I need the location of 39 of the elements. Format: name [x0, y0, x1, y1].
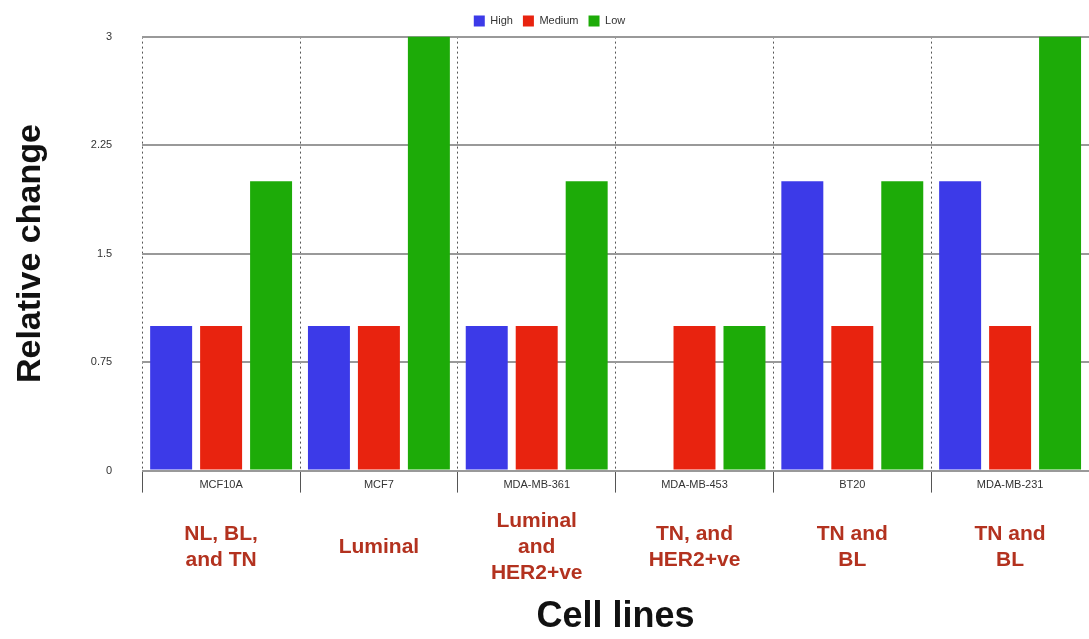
bar	[515, 325, 558, 470]
bar	[565, 181, 608, 470]
bar	[881, 181, 924, 470]
bar	[465, 325, 508, 470]
bar	[723, 325, 766, 470]
y-tick-label: 1.5	[96, 246, 113, 259]
text: Luminal	[338, 534, 420, 558]
text: TN and BL	[816, 521, 888, 571]
legend-label: High	[490, 14, 513, 27]
bar	[831, 325, 874, 470]
x-tick-label: BT20	[839, 478, 866, 491]
legend-label: Low	[605, 14, 626, 27]
bar	[939, 181, 982, 470]
bar	[989, 325, 1032, 470]
text: Luminal and HER2+ve	[490, 508, 583, 584]
legend-label: Medium	[539, 14, 579, 27]
bar	[200, 325, 243, 470]
x-tick-label: MCF10A	[199, 478, 244, 491]
bar	[781, 181, 824, 470]
y-tick-label: 0.75	[90, 355, 113, 368]
bar	[150, 325, 193, 470]
bar	[407, 36, 450, 470]
y-tick-label: 3	[106, 29, 113, 42]
x-tick-label: MDA-MB-361	[503, 478, 571, 491]
bar	[357, 325, 400, 470]
text: NL, BL, and TN	[184, 521, 258, 571]
text: TN and BL	[974, 521, 1046, 571]
x-axis-title: Cell lines	[536, 594, 695, 636]
text: TN, and HER2+ve	[648, 521, 741, 571]
bar	[673, 325, 716, 470]
x-tick-label: MDA-MB-453	[661, 478, 728, 491]
bar	[1039, 36, 1082, 470]
y-tick-label: 0	[106, 463, 113, 476]
bar	[250, 181, 293, 470]
bar	[307, 325, 350, 470]
x-tick-label: MCF7	[363, 478, 394, 491]
y-tick-label: 2.25	[90, 138, 113, 151]
x-tick-label: MDA-MB-231	[976, 478, 1044, 491]
y-axis-title: Relative change	[8, 124, 47, 384]
